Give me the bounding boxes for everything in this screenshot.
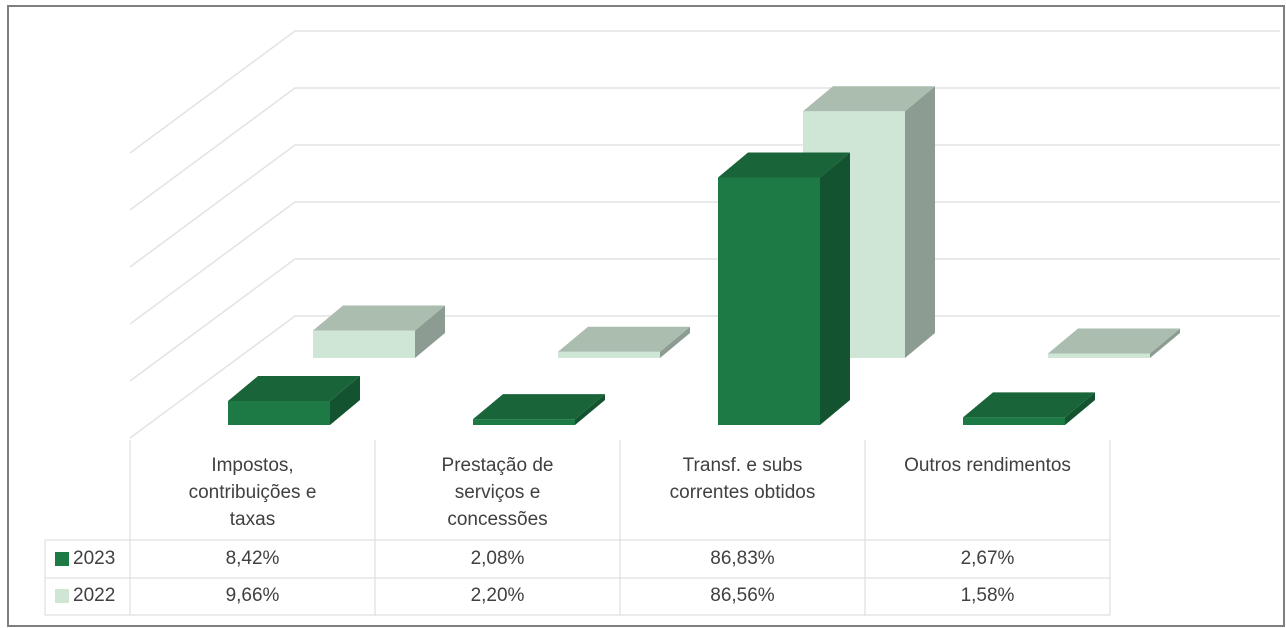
bar-top [313,305,445,331]
bar [1048,328,1180,358]
bar-front [558,351,660,358]
bar-top [558,326,690,352]
value-label: 8,42% [226,548,280,569]
bar-front [228,401,330,425]
bar [473,394,605,425]
bar-side [330,376,360,425]
bar-side [575,394,605,425]
bar-top [718,152,850,178]
category-label: Outros rendimentos [904,455,1071,476]
bar [963,392,1095,425]
value-label: 2,08% [471,548,525,569]
category-label: Impostos, contribuições e taxas [188,455,317,530]
grid-line [129,258,1280,382]
grid-line [129,144,1280,268]
grid-line [129,201,1280,325]
bar [718,152,850,426]
bar-side [415,305,445,358]
value-label: 86,56% [710,585,775,606]
bar-front [963,417,1065,425]
bar [558,326,690,358]
bar-top [228,376,360,402]
bar-front [313,330,415,358]
bar-top [963,392,1095,418]
bar-top [1048,328,1180,354]
bar-top [473,394,605,420]
legend-key [55,589,69,603]
bar-side [1150,328,1180,358]
bar-front [718,177,820,425]
bar [313,305,445,358]
legend-key [55,552,69,566]
bar-side [820,152,850,426]
bar-front [473,419,575,425]
bar [228,376,360,425]
bar-top [803,86,935,112]
bar-side [660,326,690,358]
bar-side [905,86,935,358]
grid-line [129,30,1280,154]
bar-side [1065,392,1095,425]
value-label: 2,67% [961,548,1015,569]
bar-front [1048,353,1150,358]
category-label: Transf. e subs correntes obtidos [669,455,816,503]
category-label: Prestação de serviços e concessões [441,455,554,530]
chart-border [7,5,1285,627]
value-label: 2,20% [471,585,525,606]
grid-line [129,87,1280,211]
legend-label: 2023 [73,548,115,569]
legend-label: 2022 [73,585,115,606]
value-label: 86,83% [710,548,775,569]
value-label: 1,58% [961,585,1015,606]
value-label: 9,66% [226,585,280,606]
grid-line [129,315,1280,439]
